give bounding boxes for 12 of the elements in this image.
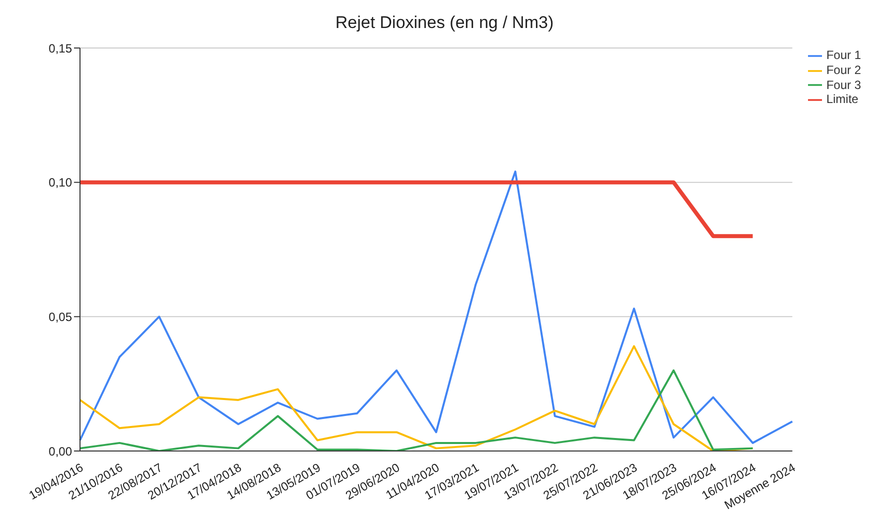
legend-label: Four 1 [826, 48, 861, 62]
legend-label: Four 3 [826, 78, 861, 92]
line-series [79, 369, 754, 451]
y-tick-label: 0,15 [48, 41, 72, 56]
legend-label: Four 2 [826, 62, 861, 77]
line-series [79, 170, 794, 444]
line-series [79, 345, 754, 451]
y-tick-label: 0,05 [48, 310, 72, 324]
chart-title: Rejet Dioxines (en ng / Nm3) [334, 12, 555, 34]
y-tick-label: 0,00 [48, 444, 72, 458]
y-tick-label: 0,10 [48, 176, 72, 190]
legend-label: Limite [826, 92, 858, 106]
